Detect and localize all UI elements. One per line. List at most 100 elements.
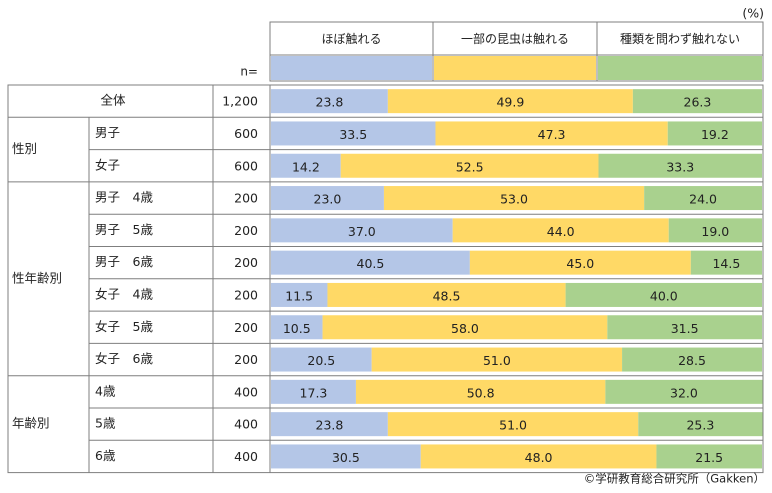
bar-value-label: 19.2: [701, 127, 729, 142]
source-note: ©学研教育総合研究所（Gakken）: [584, 472, 765, 486]
bar-value-label: 21.5: [695, 450, 723, 465]
bar-segment: [565, 282, 762, 307]
bar-segment: [667, 121, 762, 146]
row-label: 女子 6歳: [95, 351, 153, 366]
bar-value-label: 25.3: [686, 418, 714, 433]
bar-value-label: 24.0: [689, 192, 717, 207]
bar-value-label: 26.3: [684, 95, 712, 110]
row-n: 400: [234, 449, 258, 464]
group-label: 性年齢別: [12, 270, 62, 285]
bar-value-label: 28.5: [678, 353, 706, 368]
bar-segment: [271, 347, 372, 372]
bar-segment: [271, 121, 436, 146]
bar-segment: [605, 379, 763, 404]
bar-value-label: 10.5: [283, 321, 311, 336]
row-label: 男子 6歳: [95, 254, 153, 269]
legend-label: 種類を問わず触れない: [620, 32, 740, 46]
bar-segment: [271, 89, 388, 114]
bar-value-label: 19.0: [701, 224, 729, 239]
bar-segment: [271, 186, 384, 211]
bar-segment: [271, 153, 341, 178]
bar-value-label: 31.5: [671, 321, 699, 336]
bar-segment: [452, 218, 669, 243]
group-label: 年齢別: [12, 416, 50, 431]
bar-value-label: 48.5: [433, 288, 461, 303]
bar-segment: [435, 121, 668, 146]
bar-value-label: 20.5: [307, 353, 335, 368]
row-label: 6歳: [95, 448, 116, 463]
bar-value-label: 32.0: [670, 385, 698, 400]
row-n: 200: [234, 223, 258, 238]
bar-segment: [383, 186, 645, 211]
row-label: 女子 5歳: [95, 319, 153, 334]
row-n: 1,200: [222, 94, 258, 109]
legend-swatch: [598, 56, 762, 80]
bar-value-label: 40.5: [357, 256, 385, 271]
bar-value-label: 49.9: [496, 95, 524, 110]
bar-segment: [271, 282, 328, 307]
bar-segment: [327, 282, 566, 307]
bar-value-label: 33.5: [339, 127, 367, 142]
row-n: 200: [234, 255, 258, 270]
bar-value-label: 23.8: [316, 418, 344, 433]
row-n: 200: [234, 320, 258, 335]
bar-segment: [340, 153, 599, 178]
bar-segment: [271, 218, 453, 243]
bar-value-label: 30.5: [332, 450, 360, 465]
bar-value-label: 52.5: [456, 159, 484, 174]
row-label: 男子: [95, 125, 120, 140]
bar-segment: [638, 412, 763, 437]
row-n: 400: [234, 417, 258, 432]
bar-segment: [469, 250, 691, 275]
bar-segment: [355, 379, 606, 404]
bar-segment: [598, 153, 762, 178]
bar-value-label: 14.2: [292, 159, 320, 174]
legend-frame: [269, 21, 764, 82]
legend-label: ほぼ触れる: [321, 32, 381, 46]
row-label: 4歳: [95, 383, 116, 398]
legend-label: 一部の昆虫は触れる: [461, 31, 569, 46]
bar-segment: [632, 89, 762, 114]
row-label: 女子: [95, 157, 120, 172]
bar-segment: [668, 218, 762, 243]
bar-value-label: 58.0: [451, 321, 479, 336]
bar-segment: [322, 315, 608, 340]
row-label: 5歳: [95, 416, 116, 431]
bar-segment: [607, 315, 762, 340]
row-n: 600: [234, 126, 258, 141]
bar-segment: [622, 347, 762, 372]
bar-value-label: 45.0: [566, 256, 594, 271]
bar-segment: [420, 444, 657, 469]
bar-segment: [387, 412, 639, 437]
bar-value-label: 11.5: [285, 288, 313, 303]
row-label: 男子 4歳: [95, 190, 153, 205]
bar-segment: [271, 315, 323, 340]
bar-segment: [271, 444, 421, 469]
bar-segment: [644, 186, 762, 211]
bar-value-label: 14.5: [712, 256, 740, 271]
bar-value-label: 44.0: [547, 224, 575, 239]
legend-swatch: [271, 56, 432, 80]
bar-segment: [690, 250, 762, 275]
bar-value-label: 51.0: [499, 418, 527, 433]
n-header: n=: [240, 65, 258, 79]
legend-swatch: [434, 56, 596, 80]
group-label: 性別: [12, 141, 37, 156]
bar-value-label: 51.0: [483, 353, 511, 368]
bar-segment: [656, 444, 762, 469]
bar-value-label: 40.0: [650, 288, 678, 303]
bar-value-label: 53.0: [500, 192, 528, 207]
bar-value-label: 37.0: [348, 224, 376, 239]
row-n: 600: [234, 158, 258, 173]
row-label: 女子 4歳: [95, 286, 153, 301]
bar-value-label: 47.3: [538, 127, 566, 142]
row-n: 200: [234, 287, 258, 302]
bar-value-label: 17.3: [300, 385, 328, 400]
row-n: 200: [234, 352, 258, 367]
bar-segment: [271, 412, 388, 437]
unit-label: (%): [742, 6, 764, 21]
bar-segment: [271, 250, 470, 275]
row-n: 200: [234, 191, 258, 206]
row-n: 400: [234, 384, 258, 399]
